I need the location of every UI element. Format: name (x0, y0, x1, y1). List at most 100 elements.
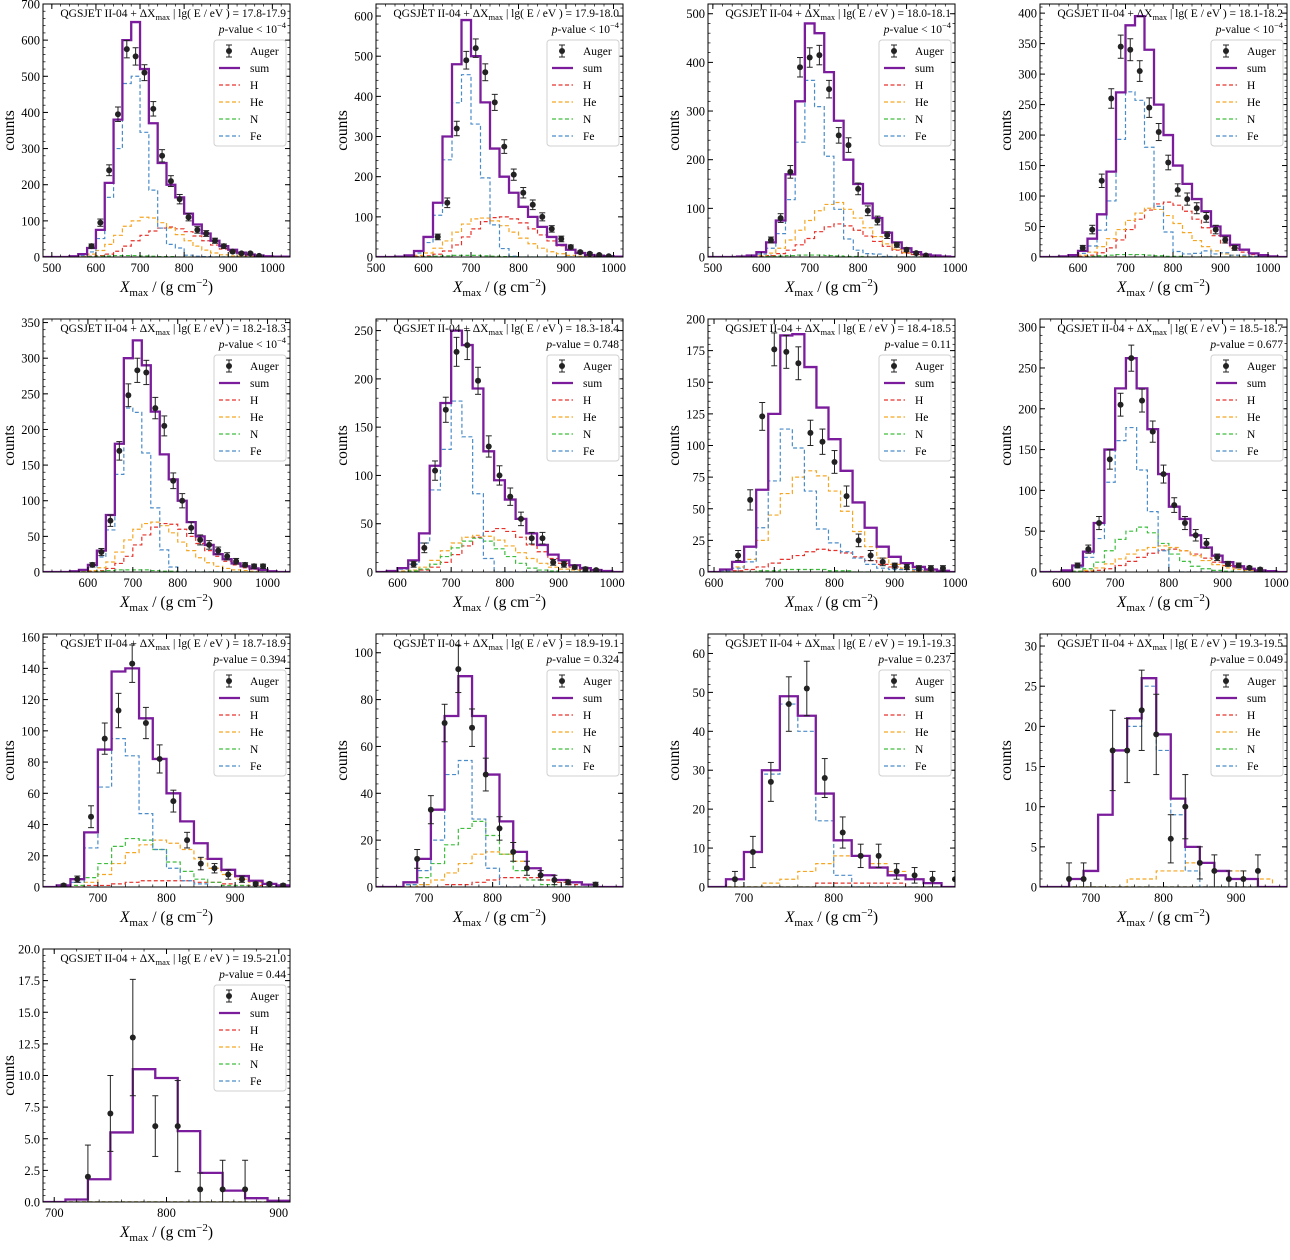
legend-label: N (250, 114, 259, 126)
y-tick-label: 12.5 (18, 1037, 40, 1051)
x-axis-label: Xmax / (g cm−2) (452, 907, 546, 929)
y-tick-label: 500 (686, 7, 705, 21)
data-point (1254, 854, 1261, 887)
data-point (185, 213, 192, 222)
y-tick-label: 500 (354, 50, 373, 64)
legend-item-sum: sum (219, 63, 269, 75)
series-n-line (708, 254, 955, 257)
y-tick-label: 100 (21, 724, 40, 738)
data-point (114, 106, 121, 122)
data-point (197, 534, 204, 546)
legend: Auger sum H He N Fe (878, 39, 952, 147)
legend-label: H (1247, 710, 1255, 722)
series-n-line (376, 820, 623, 887)
legend-label: Auger (583, 676, 612, 688)
legend-item-he: He (219, 1042, 263, 1054)
legend-item-data: Auger (559, 674, 612, 688)
y-tick-label: 100 (21, 494, 40, 508)
data-point (596, 251, 603, 257)
y-tick-label: 150 (1018, 443, 1037, 457)
legend-label: H (1247, 80, 1255, 92)
x-tick-label: 900 (914, 891, 933, 905)
y-tick-label: 80 (361, 693, 374, 707)
data-point (560, 560, 567, 568)
legend-label: Auger (583, 46, 612, 58)
legend: Auger sum H He N Fe (213, 354, 287, 462)
legend-label: Auger (915, 361, 944, 373)
data-point (260, 563, 267, 570)
x-tick-label: 800 (1154, 891, 1173, 905)
x-axis-label: Xmax / (g cm−2) (119, 907, 213, 929)
data-point (442, 396, 449, 423)
y-tick-label: 100 (686, 202, 705, 216)
legend: Auger sum H He N Fe (213, 669, 287, 777)
data-point (107, 1075, 114, 1152)
x-tick-label: 800 (849, 261, 868, 275)
data-point (537, 870, 544, 881)
x-tick-label: 700 (800, 261, 819, 275)
y-tick-label: 700 (21, 0, 40, 12)
y-tick-label: 160 (21, 631, 40, 645)
p-value-label: p-value < 10−4 (883, 20, 952, 36)
data-point (414, 849, 421, 869)
legend-label: sum (583, 378, 602, 390)
legend-item-sum: sum (219, 378, 269, 390)
chart-panel-18.7-18.9: 0 20 40 60 80 100 120 140 160 700 800 900 Xmax / (g … (0, 630, 325, 945)
legend-item-sum: sum (552, 378, 602, 390)
data-point (421, 542, 428, 554)
legend-item-n: N (1216, 744, 1256, 756)
legend-item-n: N (884, 744, 924, 756)
data-point (571, 564, 578, 571)
data-point (97, 218, 104, 227)
y-tick-label: 400 (21, 106, 40, 120)
data-point (1211, 854, 1218, 887)
y-tick-label: 300 (1018, 321, 1037, 335)
data-point (89, 561, 96, 568)
data-point (142, 706, 149, 740)
series-sum-line (708, 333, 955, 572)
legend-label: He (583, 97, 596, 109)
data-point (475, 366, 482, 395)
legend-item-sum: sum (1216, 378, 1266, 390)
legend-item-h: H (219, 80, 258, 92)
legend-label: Auger (583, 361, 612, 373)
y-tick-label: 600 (21, 34, 40, 48)
chart-svg: 0.0 2.5 5.0 7.5 10.0 12.5 15.0 17.5 20.0 700 800 90… (1, 943, 291, 1244)
legend-item-sum: sum (1216, 693, 1266, 705)
data-point (101, 722, 108, 755)
data-point (176, 193, 183, 205)
y-tick-label: 0 (1031, 881, 1037, 895)
y-tick-label: 125 (686, 407, 705, 421)
legend: Auger sum H He N Fe (546, 669, 620, 777)
series-fe-line (43, 738, 290, 887)
legend-label: H (250, 395, 258, 407)
x-tick-label: 700 (1106, 576, 1125, 590)
series-fe-line (1040, 91, 1287, 257)
y-tick-label: 20.0 (18, 943, 40, 957)
x-tick-label: 600 (414, 261, 433, 275)
data-point (1117, 392, 1124, 417)
legend-label: sum (1247, 378, 1266, 390)
data-point (845, 137, 852, 153)
data-point (206, 540, 213, 550)
data-point (539, 212, 546, 222)
series-sum-line (1040, 15, 1287, 257)
legend-label: Fe (583, 131, 595, 143)
data-point (565, 879, 572, 886)
legend-item-he: He (884, 97, 928, 109)
data-point (107, 514, 114, 527)
x-tick-label: 900 (897, 261, 916, 275)
y-tick-label: 40 (28, 818, 41, 832)
x-tick-label: 1000 (943, 261, 968, 275)
legend-item-h: H (884, 395, 923, 407)
x-tick-label: 500 (367, 261, 386, 275)
data-point (893, 863, 900, 880)
chart-svg: 0 100 200 300 400 500 600 500 600 700 800 900 1000 Xm… (334, 3, 626, 299)
legend-label: N (915, 744, 924, 756)
data-point (1246, 564, 1253, 571)
data-point (839, 816, 846, 849)
data-point (485, 435, 492, 458)
plot-area (43, 978, 290, 1202)
legend-item-n: N (219, 1059, 259, 1071)
legend-label: Fe (583, 761, 595, 773)
